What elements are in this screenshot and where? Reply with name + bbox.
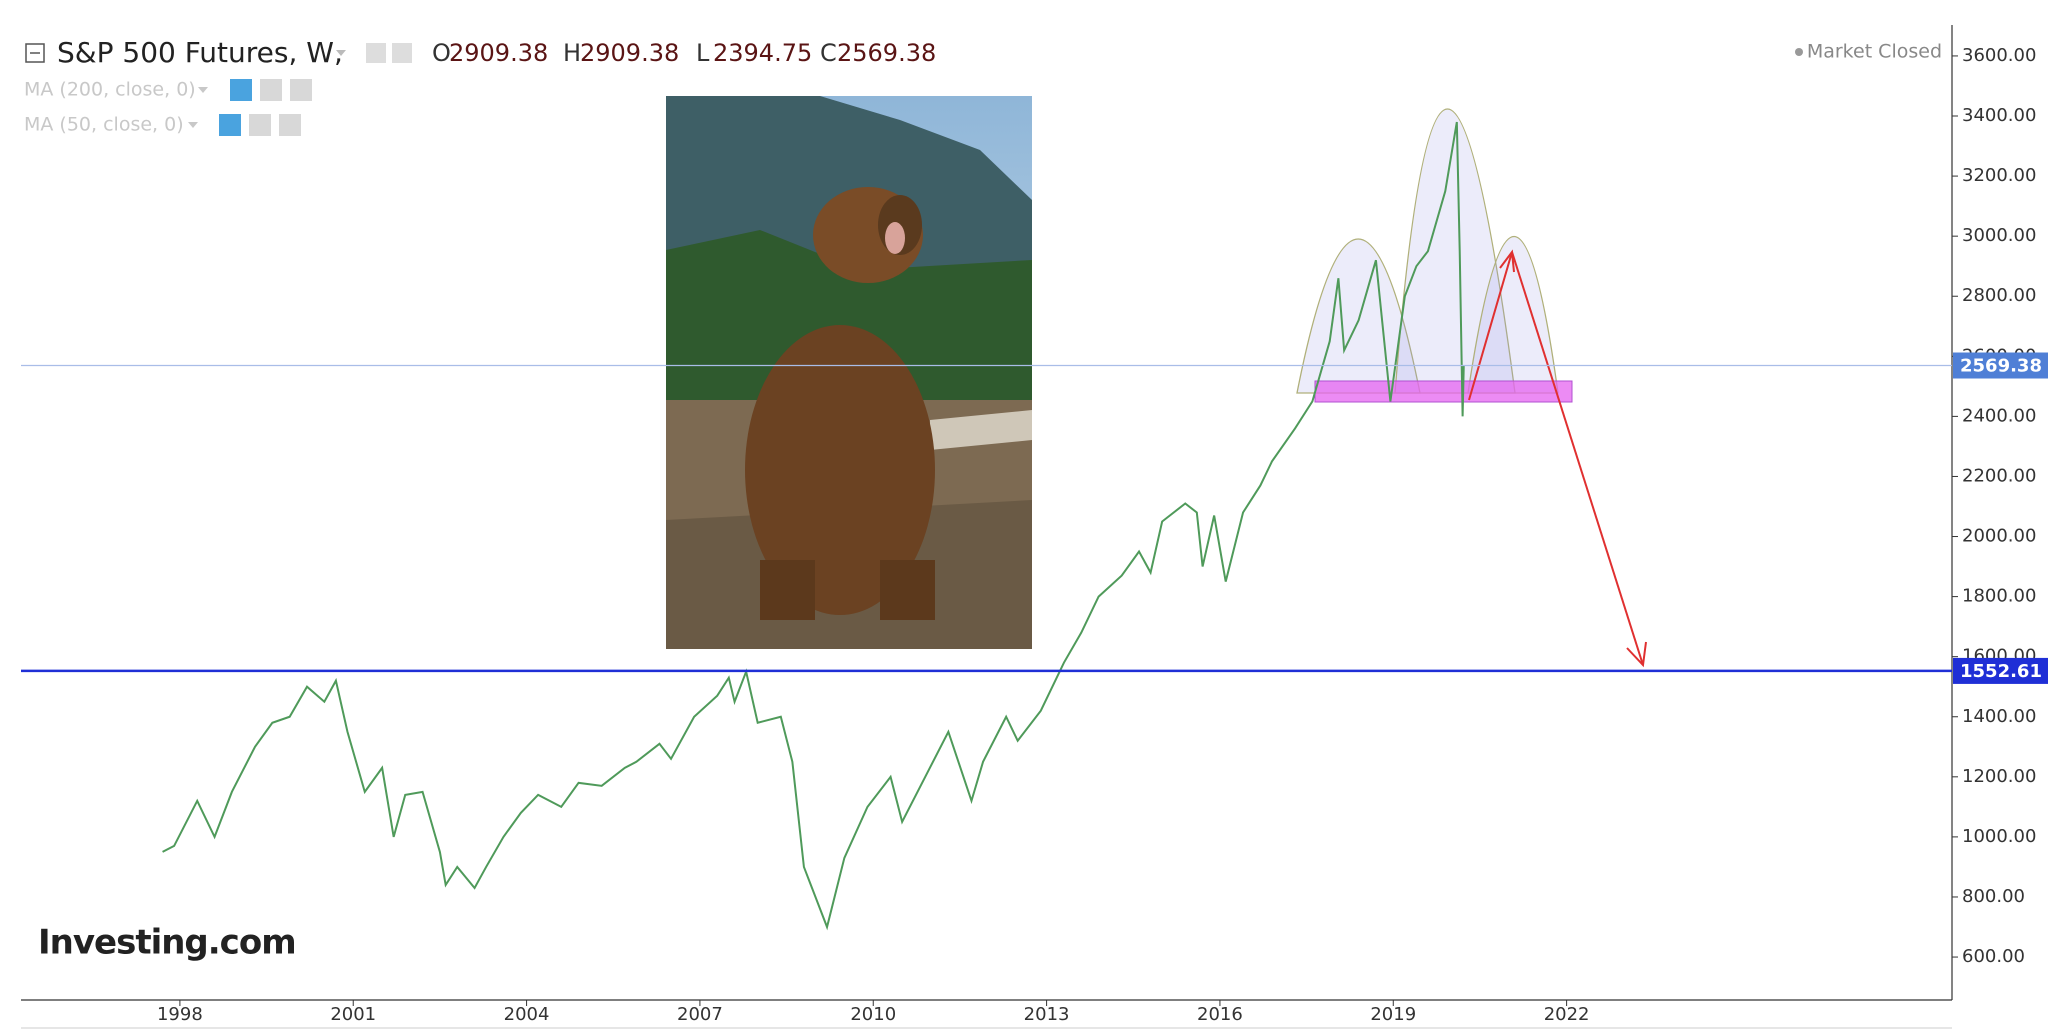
ohlc-value: 2909.38	[449, 39, 548, 67]
y-tick-label: 2800.00	[1962, 285, 2036, 306]
x-tick-label: 2007	[677, 1004, 723, 1025]
price-level-label: 2569.38	[1960, 356, 2042, 377]
settings-icon[interactable]	[260, 79, 282, 101]
remove-icon[interactable]	[290, 79, 312, 101]
x-tick-label: 2016	[1197, 1004, 1243, 1025]
y-tick-label: 3000.00	[1962, 225, 2036, 246]
indicator-dropdown[interactable]	[198, 87, 208, 93]
settings-icon[interactable]	[392, 43, 412, 63]
y-tick-label: 1000.00	[1962, 826, 2036, 847]
x-tick-label: 2022	[1544, 1004, 1590, 1025]
status-dot	[1795, 48, 1803, 56]
y-tick-label: 3200.00	[1962, 165, 2036, 186]
projection-arrows	[1468, 249, 1647, 668]
y-tick-label: 600.00	[1962, 946, 2025, 967]
indicator-label: MA (50, close, 0)	[24, 114, 184, 136]
ohlc-value: 2394.75	[713, 39, 812, 67]
x-tick-label: 1998	[157, 1004, 203, 1025]
x-tick-label: 2019	[1370, 1004, 1416, 1025]
chart-title: S&P 500 Futures, W,	[57, 36, 343, 69]
x-tick-label: 2013	[1024, 1004, 1070, 1025]
neckline-zone	[1314, 380, 1573, 403]
indicator-label: MA (200, close, 0)	[24, 79, 196, 101]
y-tick-label: 2400.00	[1962, 405, 2036, 426]
eye-icon[interactable]	[366, 43, 386, 63]
x-tick-label: 2010	[850, 1004, 896, 1025]
y-tick-label: 1400.00	[1962, 706, 2036, 727]
ohlc-value: 2909.38	[580, 39, 679, 67]
price-line	[162, 121, 1465, 931]
x-tick-label: 2001	[330, 1004, 376, 1025]
eye-icon[interactable]	[230, 79, 252, 101]
market-status: Market Closed	[1807, 41, 1942, 63]
ohlc-key: H	[563, 39, 581, 67]
title-dropdown[interactable]	[336, 50, 346, 56]
ohlc-value: 2569.38	[837, 39, 936, 67]
y-tick-label: 2000.00	[1962, 526, 2036, 547]
y-tick-label: 3600.00	[1962, 45, 2036, 66]
indicator-dropdown[interactable]	[188, 122, 198, 128]
ohlc-key: C	[820, 39, 837, 67]
settings-icon[interactable]	[249, 114, 271, 136]
y-tick-label: 1800.00	[1962, 586, 2036, 607]
watermark-logo: Investing.com	[38, 923, 296, 963]
bear-photo	[666, 96, 1032, 649]
y-tick-label: 3400.00	[1962, 105, 2036, 126]
x-tick-label: 2004	[504, 1004, 550, 1025]
price-level-box	[1953, 657, 2048, 684]
price-level-box	[1953, 352, 2048, 379]
eye-icon[interactable]	[219, 114, 241, 136]
remove-icon[interactable]	[279, 114, 301, 136]
pattern-drawing	[1296, 108, 1559, 394]
ohlc-key: L	[696, 39, 710, 67]
y-tick-label: 1200.00	[1962, 766, 2036, 787]
y-tick-label: 800.00	[1962, 886, 2025, 907]
price-level-label: 1552.61	[1960, 661, 2042, 682]
y-tick-label: 2200.00	[1962, 465, 2036, 486]
ohlc-key: O	[432, 39, 451, 67]
collapse-icon[interactable]	[25, 43, 45, 63]
